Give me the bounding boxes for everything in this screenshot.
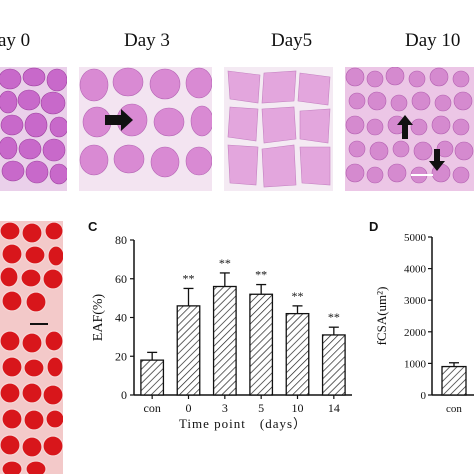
y-axis-title: EAF(%) (91, 293, 106, 341)
y-tick-label: 20 (115, 349, 127, 363)
x-tick-label: con (144, 401, 161, 415)
y-tick-label: 60 (115, 272, 127, 286)
he-micrograph-day-10 (345, 67, 474, 191)
masson-micrograph (0, 221, 63, 474)
y-tick-label: 0 (421, 390, 427, 402)
day-3-label: Day 3 (124, 30, 170, 51)
x-axis-title: Time point (days） (179, 416, 307, 431)
bar (176, 305, 201, 396)
fcsa-bar-chart: 0 1000 2000 3000 4000 5000 con fCSA(um²) (374, 232, 474, 415)
bar (285, 312, 310, 396)
significance-label: ** (255, 268, 267, 282)
y-axis-title: fCSA(um²) (374, 287, 389, 346)
panel-c-letter: C (88, 219, 98, 234)
panel-d-letter: D (369, 219, 379, 234)
significance-label: ** (183, 271, 195, 285)
x-tick-label: 10 (292, 401, 304, 415)
bar (212, 285, 237, 396)
he-micrograph-day-0 (0, 67, 67, 191)
y-tick-label: 2000 (404, 327, 427, 339)
day-0-label: ay 0 (0, 30, 31, 51)
y-tick-label: 4000 (404, 264, 427, 276)
y-tick-label: 80 (115, 233, 127, 247)
significance-label: ** (219, 256, 231, 270)
day-5-label: Day5 (271, 30, 313, 51)
y-tick-label: 5000 (404, 232, 427, 244)
y-tick-label: 3000 (404, 295, 427, 307)
x-tick-label: 3 (222, 401, 228, 415)
x-tick-label: 0 (186, 401, 192, 415)
x-tick-label: con (446, 403, 462, 415)
eaf-bar-chart: 0 20 40 60 80 con 0 ** 3 ** 5 ** 10 ** 14 ** Time point … (91, 233, 352, 431)
x-tick-label: 5 (258, 401, 264, 415)
day-10-label: Day 10 (405, 30, 461, 51)
y-tick-label: 40 (115, 311, 127, 325)
bar (249, 293, 274, 396)
significance-label: ** (292, 289, 304, 303)
bar (441, 365, 467, 396)
he-micrograph-day-3 (79, 67, 212, 191)
significance-label: ** (328, 310, 340, 324)
y-tick-label: 0 (121, 388, 127, 402)
bar (140, 359, 165, 396)
y-tick-label: 1000 (404, 358, 427, 370)
bar (321, 334, 346, 396)
he-micrograph-day-5 (224, 67, 333, 191)
x-tick-label: 14 (328, 401, 340, 415)
